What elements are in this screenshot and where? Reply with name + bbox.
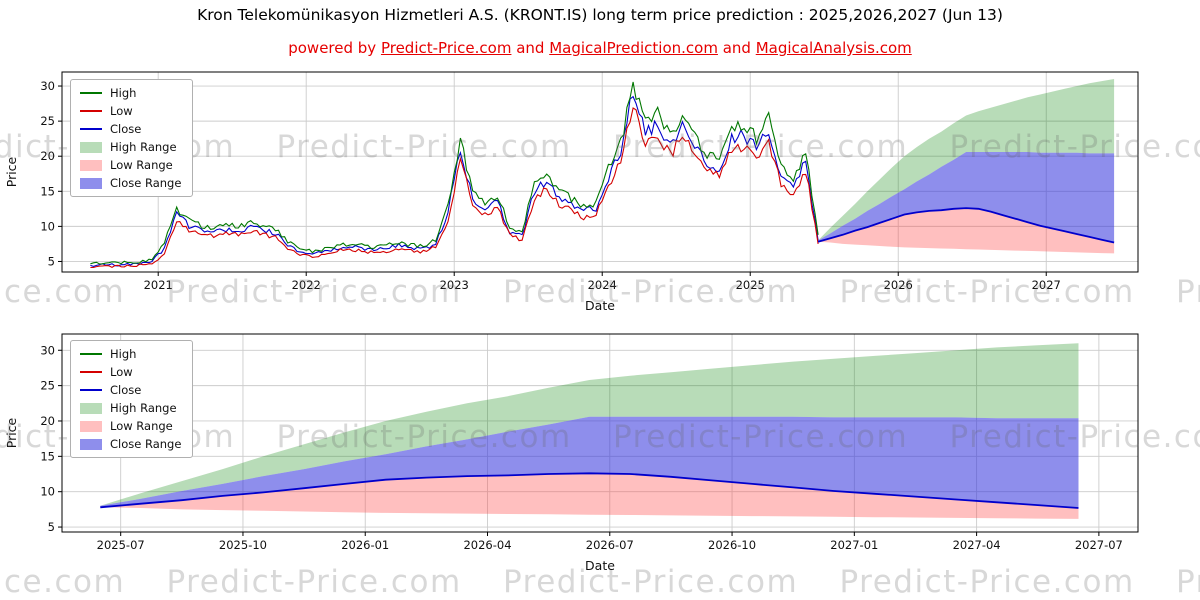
legend-swatch-high [80,353,102,355]
legend-label: High [110,347,137,361]
svg-text:2026-04: 2026-04 [463,538,511,552]
legend-label: Low Range [110,419,173,433]
svg-text:Price: Price [4,156,19,187]
legend-swatch-close-range [80,438,102,450]
svg-text:2026-01: 2026-01 [341,538,389,552]
legend-bottom-chart: High Low Close High Range Low Range Close Ran… [70,340,194,458]
legend-label: Close Range [110,437,182,451]
svg-text:2025: 2025 [736,278,765,292]
legend-swatch-low [80,371,102,373]
svg-text:2026-10: 2026-10 [708,538,756,552]
svg-text:20: 20 [40,149,55,163]
legend-item: Low [80,365,181,379]
subtitle-text: and [717,39,756,57]
subtitle-link: MagicalAnalysis.com [755,39,912,57]
legend-label: Close Range [110,176,182,190]
svg-text:Date: Date [585,298,615,313]
svg-text:15: 15 [40,184,55,198]
price-history-and-forecast-chart: 2021 2022 2023 2024 2025 2026 202751015202530D… [4,71,1139,313]
svg-text:2026: 2026 [884,278,913,292]
chart-title: Kron Telekomünikasyon Hizmetleri A.S. (K… [197,6,1003,24]
legend-item: Close Range [80,176,181,190]
legend-swatch-high [80,92,102,94]
svg-text:30: 30 [40,343,55,357]
legend-swatch-low-range [80,159,102,171]
svg-text:10: 10 [40,219,55,233]
legend-item: Close [80,122,181,136]
svg-text:25: 25 [40,114,55,128]
chart-subtitle: powered by Predict-Price.com and Magical… [0,39,1200,57]
legend-item: Close [80,383,181,397]
svg-text:2025-07: 2025-07 [97,538,145,552]
svg-text:10: 10 [40,485,55,499]
svg-text:2023: 2023 [440,278,469,292]
legend-item: Low [80,104,181,118]
legend-swatch-low-range [80,420,102,432]
svg-text:Price: Price [4,417,19,448]
svg-text:5: 5 [48,520,55,534]
svg-text:2027-04: 2027-04 [953,538,1001,552]
svg-text:Date: Date [585,558,615,573]
legend-swatch-high-range [80,402,102,414]
legend-label: Close [110,122,142,136]
svg-text:2026-07: 2026-07 [586,538,634,552]
legend-item: Low Range [80,158,181,172]
legend-item: High [80,347,181,361]
svg-text:2027-01: 2027-01 [830,538,878,552]
svg-text:2027: 2027 [1032,278,1061,292]
legend-swatch-close [80,389,102,391]
subtitle-link: MagicalPrediction.com [549,39,718,57]
legend-label: High [110,86,137,100]
svg-text:20: 20 [40,414,55,428]
subtitle-link: Predict-Price.com [380,39,512,57]
legend-swatch-close [80,128,102,130]
legend-label: Low [110,104,133,118]
legend-item: High Range [80,140,181,154]
svg-text:5: 5 [48,254,55,268]
legend-item: High Range [80,401,181,415]
legend-label: High Range [110,401,177,415]
svg-text:2025-10: 2025-10 [219,538,267,552]
legend-item: Close Range [80,437,181,451]
subtitle-text: powered by [288,39,381,57]
svg-text:2022: 2022 [292,278,321,292]
svg-text:25: 25 [40,379,55,393]
svg-text:30: 30 [40,79,55,93]
legend-top-chart: High Low Close High Range Low Range Close Ran… [70,79,194,197]
legend-item: High [80,86,181,100]
svg-text:2021: 2021 [144,278,173,292]
svg-text:2027-07: 2027-07 [1075,538,1123,552]
svg-text:15: 15 [40,449,55,463]
forecast-detail-chart: 2025-07 2025-10 2026-01 2026-04 2026-07 2026-… [4,333,1139,573]
legend-label: Low Range [110,158,173,172]
legend-label: High Range [110,140,177,154]
legend-swatch-high-range [80,141,102,153]
svg-text:2024: 2024 [588,278,617,292]
legend-label: Low [110,365,133,379]
legend-item: Low Range [80,419,181,433]
subtitle-text: and [511,39,550,57]
legend-label: Close [110,383,142,397]
legend-swatch-close-range [80,177,102,189]
legend-swatch-low [80,110,102,112]
